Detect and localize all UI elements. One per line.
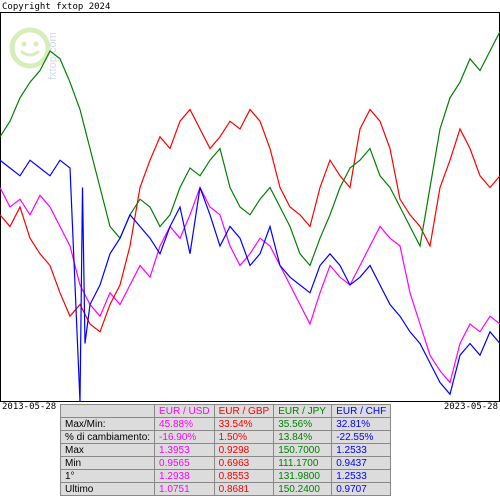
x-axis-end-label: 2023-05-28 — [444, 402, 498, 412]
cell: 0.9298 — [214, 444, 274, 457]
cell: 45.88% — [155, 418, 215, 431]
cell: 150.2400 — [274, 483, 332, 496]
row-label: Min — [61, 457, 155, 470]
cell: 1.2938 — [155, 470, 215, 483]
copyright-text: Copyright fxtop 2024 — [2, 2, 110, 12]
cell: 0.9565 — [155, 457, 215, 470]
cell: 131.9800 — [274, 470, 332, 483]
cell: 32.81% — [332, 418, 391, 431]
row-label: 1° — [61, 470, 155, 483]
cell: 0.9707 — [332, 483, 391, 496]
cell: 35.56% — [274, 418, 332, 431]
cell: 1.2533 — [332, 470, 391, 483]
cell: -22.55% — [332, 431, 391, 444]
line-chart — [0, 12, 500, 402]
cell: 1.0751 — [155, 483, 215, 496]
row-label: % di cambiamento: — [61, 431, 155, 444]
cell: 150.7000 — [274, 444, 332, 457]
row-label: Max — [61, 444, 155, 457]
cell: 0.9437 — [332, 457, 391, 470]
stats-table: EUR / USDEUR / GBPEUR / JPYEUR / CHF Max/… — [60, 404, 391, 496]
col-header: EUR / GBP — [214, 405, 274, 418]
cell: 111.1700 — [274, 457, 332, 470]
cell: 1.50% — [214, 431, 274, 444]
cell: 0.8553 — [214, 470, 274, 483]
x-axis-start-label: 2013-05-28 — [2, 402, 56, 412]
cell: 0.6963 — [214, 457, 274, 470]
row-label: Max/Min: — [61, 418, 155, 431]
cell: 33.54% — [214, 418, 274, 431]
cell: 1.3953 — [155, 444, 215, 457]
row-label: Ultimo — [61, 483, 155, 496]
col-header: EUR / JPY — [274, 405, 332, 418]
cell: 1.2533 — [332, 444, 391, 457]
col-header: EUR / USD — [155, 405, 215, 418]
col-header: EUR / CHF — [332, 405, 391, 418]
cell: 0.8681 — [214, 483, 274, 496]
cell: 13.84% — [274, 431, 332, 444]
cell: -16.90% — [155, 431, 215, 444]
